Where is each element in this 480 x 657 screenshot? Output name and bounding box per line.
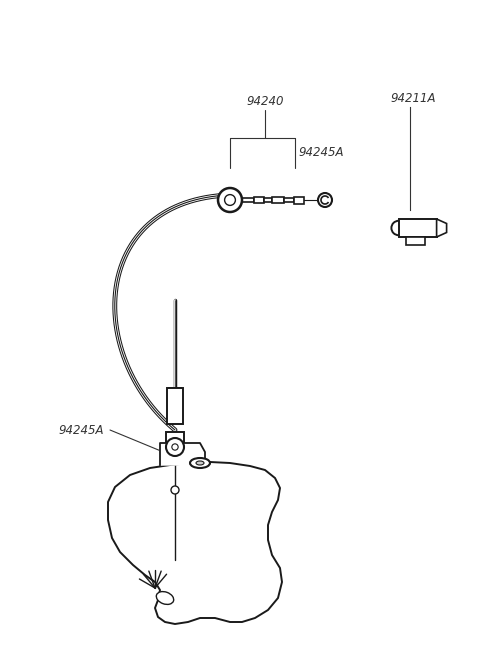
Bar xyxy=(167,388,183,424)
Bar xyxy=(169,388,181,398)
Ellipse shape xyxy=(196,461,204,465)
Circle shape xyxy=(318,193,332,207)
Circle shape xyxy=(218,188,242,212)
Bar xyxy=(398,219,437,237)
Polygon shape xyxy=(437,219,446,237)
Polygon shape xyxy=(108,462,282,624)
Polygon shape xyxy=(160,443,205,465)
Ellipse shape xyxy=(190,458,210,468)
Text: 94245A: 94245A xyxy=(298,145,344,158)
Text: 94245A: 94245A xyxy=(58,424,104,436)
Text: 94240: 94240 xyxy=(246,95,284,108)
Circle shape xyxy=(225,194,235,206)
Circle shape xyxy=(172,444,178,450)
Circle shape xyxy=(171,486,179,494)
Bar xyxy=(242,198,254,202)
Bar xyxy=(272,196,284,203)
Bar xyxy=(264,198,272,202)
Circle shape xyxy=(166,438,184,456)
Bar xyxy=(406,237,425,245)
Bar xyxy=(294,196,304,204)
Bar xyxy=(254,196,264,203)
Text: 94211A: 94211A xyxy=(390,92,435,105)
Ellipse shape xyxy=(156,591,174,604)
Bar xyxy=(166,432,184,442)
Bar xyxy=(284,198,294,202)
